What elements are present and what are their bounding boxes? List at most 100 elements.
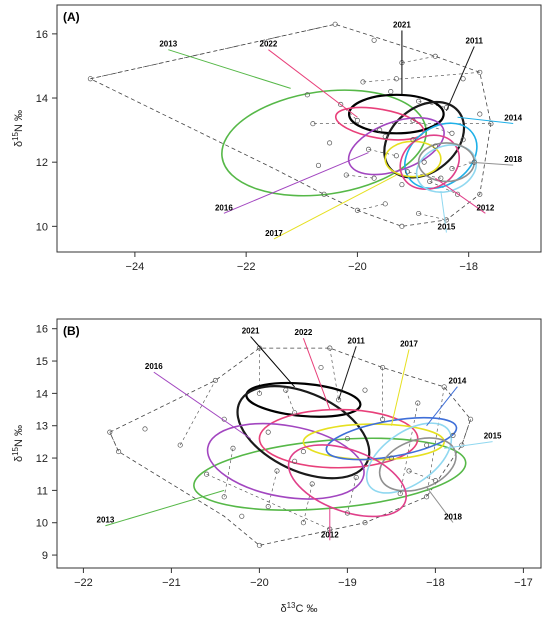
data-point [380, 364, 386, 371]
plot-frame [56, 4, 542, 253]
data-point [321, 191, 327, 197]
annotation-leader-2015 [444, 441, 493, 449]
data-point [455, 191, 461, 197]
data-point [327, 140, 333, 146]
data-point [468, 416, 474, 422]
annotation-label-2021: 2021 [242, 327, 260, 336]
y-tick-label: 11 [37, 485, 48, 497]
data-point [354, 207, 360, 213]
panel-label: (B) [63, 324, 80, 338]
data-point [424, 494, 430, 500]
data-point [415, 400, 421, 406]
annotation-leader-2011 [338, 346, 357, 401]
x-tick-label: −22 [237, 261, 256, 273]
data-point [388, 89, 394, 95]
data-point [477, 191, 483, 197]
data-point [344, 510, 350, 516]
data-point [362, 387, 368, 393]
data-point [371, 37, 377, 43]
connector-dashed-line [340, 104, 358, 121]
x-axis-label: δ13C ‰ [280, 601, 317, 615]
data-point [292, 458, 298, 464]
y-tick-label: 15 [36, 356, 48, 368]
ellipse-2021 [245, 381, 362, 418]
connector-dashed-line [451, 161, 475, 169]
connector-dashed-line [368, 149, 397, 157]
y-tick-label: 14 [36, 93, 48, 105]
plot-frame [56, 318, 542, 569]
x-tick-label: −21 [162, 577, 181, 589]
annotation-leader-2022 [302, 337, 331, 410]
data-point [477, 111, 483, 117]
data-point [353, 474, 359, 481]
annotation-label-2013: 2013 [159, 40, 177, 49]
annotation-label-2011: 2011 [348, 336, 366, 345]
data-point [365, 146, 372, 152]
ellipse-2014 [325, 416, 458, 461]
data-point [318, 364, 324, 371]
annotation-label-2017: 2017 [400, 339, 418, 348]
connector-dashed-line [401, 56, 436, 64]
annotation-label-2018: 2018 [504, 155, 522, 164]
data-point [304, 92, 310, 98]
data-point [410, 117, 416, 124]
connector-dashed-line [418, 100, 447, 108]
data-point [332, 21, 338, 27]
data-point [450, 432, 456, 438]
annotation-label-2014: 2014 [449, 377, 467, 386]
ellipse-2021 [347, 93, 445, 135]
data-point [283, 387, 289, 393]
connector-dashed-line [179, 380, 216, 446]
data-point [362, 520, 368, 526]
data-point [265, 504, 271, 510]
annotation-label-2012: 2012 [476, 203, 494, 212]
annotation-label-2013: 2013 [97, 516, 115, 525]
data-point [393, 76, 399, 82]
ellipse-2022 [334, 106, 425, 141]
data-point [443, 217, 449, 223]
y-axis-label: δ15N ‰ [11, 110, 25, 147]
x-tick-label: −24 [126, 261, 145, 273]
data-point [393, 153, 399, 159]
ellipse-2015 [365, 422, 453, 494]
data-point [449, 166, 455, 172]
data-point [221, 494, 227, 500]
y-axis-label: δ15N ‰ [11, 425, 25, 462]
annotation-leader-2017 [390, 349, 410, 426]
data-point [212, 377, 218, 383]
connector-dashed-line [347, 477, 357, 514]
data-point [406, 468, 412, 474]
annotation-label-2014: 2014 [504, 113, 522, 122]
data-point [204, 471, 210, 477]
data-point [300, 520, 306, 526]
data-point [116, 449, 122, 455]
ellipse-2012 [399, 134, 460, 190]
data-point [142, 426, 148, 432]
data-point [432, 478, 438, 484]
y-tick-label: 9 [42, 550, 48, 562]
connector-dashed-line [399, 403, 419, 494]
y-tick-label: 12 [36, 453, 48, 465]
x-tick-label: −17 [514, 577, 533, 589]
annotation-label-2015: 2015 [438, 223, 456, 232]
data-point [438, 175, 444, 181]
data-point [300, 449, 306, 455]
connector-dashed-line [418, 213, 447, 221]
data-point [460, 137, 466, 143]
y-tick-label: 16 [36, 324, 48, 336]
annotation-leader-2016 [223, 152, 369, 214]
data-point [399, 223, 405, 229]
annotation-leader-2018 [426, 486, 454, 523]
data-point [410, 137, 416, 143]
connector-dashed-line [346, 174, 375, 179]
connector-dashed-line [303, 483, 313, 523]
annotation-label-2018: 2018 [444, 512, 462, 521]
data-point [421, 159, 427, 165]
data-point [477, 69, 483, 75]
annotation-label-2011: 2011 [466, 36, 484, 45]
annotation-label-2022: 2022 [260, 40, 278, 49]
ellipse-2018 [378, 437, 457, 492]
data-point [87, 76, 93, 82]
